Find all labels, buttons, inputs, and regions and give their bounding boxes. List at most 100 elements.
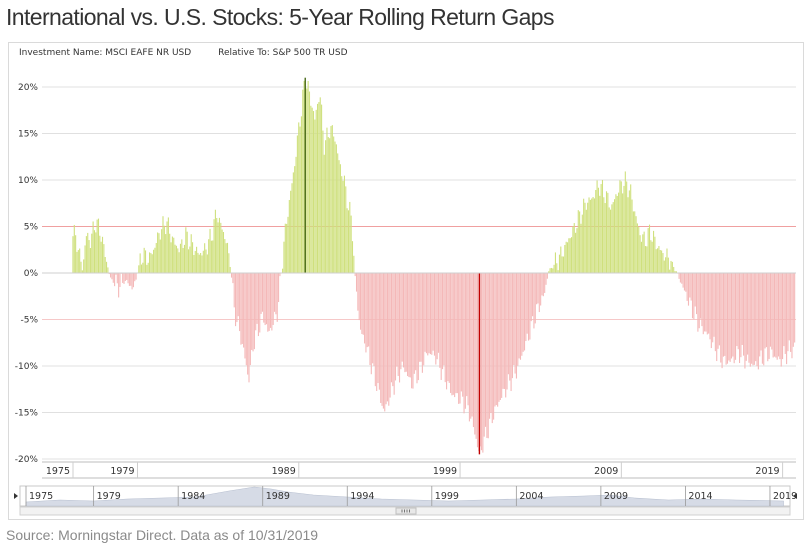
data-bar	[544, 273, 546, 293]
data-bar	[638, 226, 640, 273]
data-bar	[253, 273, 255, 350]
data-bar	[737, 273, 739, 350]
data-bar	[103, 244, 105, 273]
data-bar	[623, 185, 625, 273]
data-bar	[139, 253, 141, 273]
data-bar	[127, 273, 129, 284]
data-bar	[674, 271, 676, 273]
data-bar	[429, 273, 431, 355]
data-bar	[459, 273, 461, 404]
data-bar	[298, 122, 300, 273]
data-bar	[393, 273, 395, 395]
data-bar	[312, 111, 315, 273]
data-bar	[705, 273, 707, 332]
data-bar	[740, 273, 742, 358]
y-tick-label: 5%	[24, 223, 39, 233]
data-bar	[235, 273, 237, 327]
data-bar	[636, 223, 638, 273]
y-tick-label: -10%	[15, 362, 39, 372]
data-bar	[511, 273, 513, 379]
data-bar	[209, 228, 211, 273]
data-bar	[584, 202, 586, 273]
data-bar	[123, 273, 125, 284]
data-bar	[603, 197, 605, 273]
highlight-bar	[304, 77, 306, 273]
data-bar	[140, 264, 143, 273]
data-bar	[229, 266, 231, 273]
data-bar	[443, 273, 445, 366]
data-bar	[329, 138, 331, 273]
data-bar	[431, 273, 433, 355]
data-bar	[521, 273, 523, 356]
data-bar	[377, 273, 379, 384]
data-bar	[292, 172, 294, 273]
data-bar	[560, 246, 562, 273]
data-bar	[790, 273, 792, 352]
data-bar	[79, 248, 81, 273]
data-bar	[200, 252, 202, 273]
data-bar	[558, 254, 561, 273]
data-bar	[374, 273, 376, 387]
data-bar	[576, 228, 578, 273]
data-bar	[712, 273, 714, 343]
data-bar	[466, 273, 468, 397]
data-bar	[616, 196, 618, 273]
data-bar	[697, 273, 699, 332]
data-bar	[166, 221, 168, 273]
data-bar	[240, 273, 242, 345]
data-bar	[96, 219, 98, 273]
data-bar	[80, 261, 82, 273]
data-bar	[689, 273, 691, 298]
data-bar	[479, 273, 481, 447]
scrollbar-thumb[interactable]	[395, 507, 417, 515]
data-bar	[349, 201, 351, 273]
data-bar	[776, 273, 778, 360]
data-bar	[364, 273, 366, 344]
data-bar	[446, 273, 448, 390]
data-bar	[769, 273, 772, 347]
data-bar	[757, 273, 759, 370]
data-bar	[386, 273, 388, 402]
data-bar	[249, 273, 251, 366]
data-bar	[435, 273, 437, 365]
data-bar	[154, 247, 156, 273]
data-bar	[202, 250, 204, 273]
investment-name: Investment Name: MSCI EAFE NR USD	[19, 48, 192, 58]
data-bar	[468, 273, 470, 422]
navigator-label: 1989	[266, 491, 290, 502]
data-bar	[773, 273, 776, 357]
data-bar	[659, 250, 661, 273]
data-bar	[661, 250, 663, 273]
data-bar	[287, 216, 289, 273]
data-bar	[110, 273, 112, 278]
navigator-right-handle[interactable]	[793, 493, 797, 499]
data-bar	[251, 273, 253, 350]
data-bar	[408, 273, 410, 378]
data-bar	[786, 273, 788, 365]
data-bar	[744, 273, 746, 369]
data-bar	[472, 273, 475, 428]
data-bar	[454, 273, 456, 398]
data-bar	[275, 273, 277, 315]
data-bar	[413, 273, 415, 374]
data-bar	[218, 217, 220, 273]
navigator-left-handle[interactable]	[14, 493, 18, 499]
data-bar	[619, 180, 621, 273]
data-bar	[704, 273, 706, 332]
data-bar	[720, 273, 722, 363]
data-bar	[73, 224, 75, 273]
data-bar	[91, 233, 93, 273]
data-bar	[159, 239, 161, 273]
data-bar	[407, 273, 409, 377]
data-bar	[612, 202, 614, 273]
data-bar	[718, 273, 720, 346]
data-bar	[169, 233, 171, 273]
x-tick-label: 1975	[46, 466, 70, 477]
data-bar	[257, 273, 259, 337]
data-bar	[181, 239, 183, 273]
data-bar	[537, 273, 539, 304]
data-bar	[376, 273, 378, 391]
data-bar	[75, 235, 77, 273]
data-bar	[654, 236, 656, 273]
data-bar	[282, 268, 284, 273]
